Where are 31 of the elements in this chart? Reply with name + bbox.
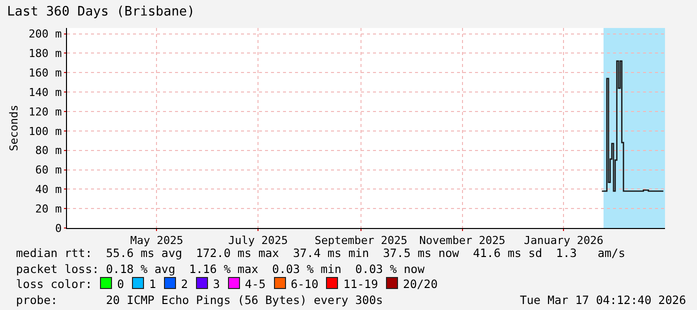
y-tick-label: 40 m: [35, 183, 62, 196]
text: loss color:: [16, 277, 92, 291]
chart-title: Last 360 Days (Brisbane): [6, 4, 195, 20]
y-tick-label: 200 m: [28, 28, 62, 41]
y-tick-label: 100 m: [28, 124, 62, 138]
text: packet loss: 0.18 % avg 1.16 % max 0.03 % min 0.03 % now: [16, 262, 424, 276]
text: Tue Mar 17 04:12:40 2026: [520, 292, 686, 308]
y-tick-label: 180 m: [28, 47, 62, 60]
x-tick-label: September 2025: [314, 234, 408, 248]
text: 20/20: [403, 277, 438, 291]
text: 2: [181, 277, 188, 291]
y-tick-label: 160 m: [28, 66, 62, 80]
y-tick-label: 20 m: [35, 202, 62, 216]
y-tick-label: 60 m: [35, 164, 62, 177]
text: 1: [149, 277, 156, 291]
y-tick-label: 80 m: [35, 144, 62, 158]
text: 11-19: [343, 277, 378, 291]
y-tick-label: 120 m: [28, 105, 62, 118]
text: 4-5: [244, 277, 266, 291]
text: 6-10: [290, 277, 318, 291]
text: 0: [117, 277, 124, 291]
x-tick-label: May 2025: [130, 234, 184, 248]
y-axis-title: Seconds: [7, 104, 20, 152]
y-tick-label: 0: [55, 222, 62, 235]
x-tick-label: January 2026: [524, 234, 604, 248]
x-tick-label: November 2025: [419, 234, 506, 248]
text: median rtt: 55.6 ms avg 172.0 ms max 37.4 ms min 37.5 ms now 41.6 ms sd 1.3 am/s: [16, 246, 626, 260]
text: probe: 20 ICMP Echo Pings (56 Bytes) every 300s: [16, 292, 383, 306]
y-tick-label: 140 m: [28, 86, 62, 99]
x-tick-label: July 2025: [228, 234, 288, 248]
text: 3: [212, 277, 220, 291]
